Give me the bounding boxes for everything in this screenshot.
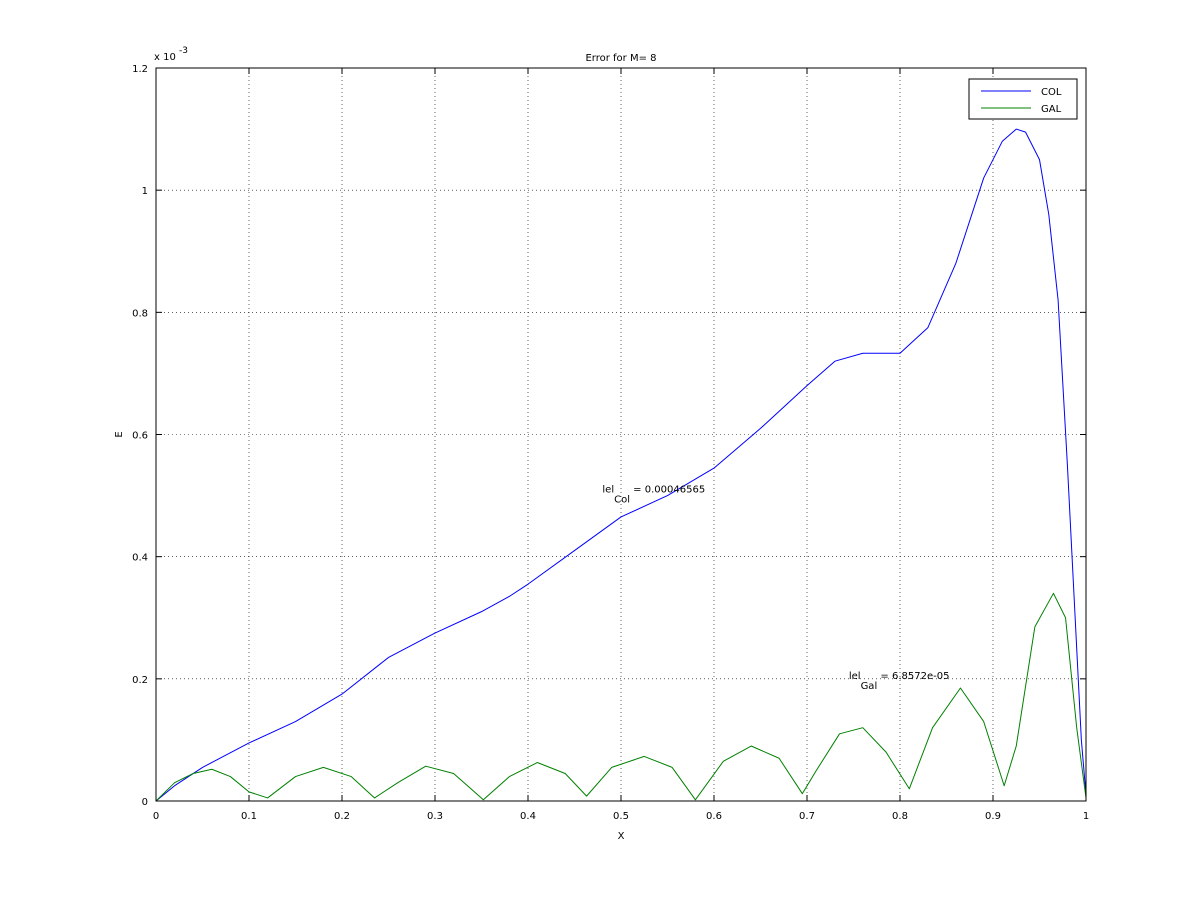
x-axis-label: X: [618, 831, 625, 842]
annotation-prefix: lel: [602, 485, 614, 496]
legend-label-col: COL: [1041, 87, 1062, 98]
annotation-value: = 0.00046565: [630, 485, 705, 496]
chart-title: Error for M= 8: [585, 53, 656, 64]
grid: [156, 68, 1086, 801]
series-line-gal: [155, 592, 1087, 802]
legend-box: [968, 78, 1078, 120]
y-axis-exponent-power: -3: [179, 46, 188, 56]
series-lines: [155, 128, 1087, 802]
series-line-col: [155, 128, 1087, 802]
x-tick-label: 0.7: [799, 811, 815, 822]
y-tick-label: 0.8: [132, 308, 148, 319]
axis-ticks: [155, 67, 1087, 802]
y-axis-exponent: x 10 -3: [154, 46, 188, 63]
annotation-prefix: lel: [849, 671, 861, 682]
x-tick-label: 0: [153, 811, 159, 822]
error-norm-annotation: lelGal = 6.8572e-05: [849, 671, 950, 692]
y-tick-label: 1.2: [132, 64, 148, 75]
y-tick-labels: 0 0.2 0.4 0.6 0.8 1 1.2: [132, 64, 148, 808]
annotation-value: = 6.8572e-05: [877, 671, 949, 682]
x-tick-label: 0.8: [892, 811, 908, 822]
y-tick-label: 0.2: [132, 675, 148, 686]
y-axis-exponent-base: x 10: [154, 52, 176, 63]
x-tick-labels: 0 0.1 0.2 0.3 0.4 0.5 0.6 0.7 0.8 0.9 1: [153, 811, 1089, 822]
x-tick-label: 0.1: [241, 811, 257, 822]
y-axis-label: E: [114, 431, 125, 437]
x-tick-label: 0.4: [520, 811, 536, 822]
y-tick-label: 0: [142, 797, 148, 808]
error-norm-annotation: lelCol = 0.00046565: [602, 485, 705, 506]
y-tick-label: 0.6: [132, 431, 148, 442]
annotation-subscript: Gal: [861, 681, 878, 692]
legend-label-gal: GAL: [1041, 104, 1062, 115]
y-tick-label: 0.4: [132, 553, 148, 564]
x-tick-label: 1: [1083, 811, 1089, 822]
legend: COL GAL: [968, 78, 1078, 120]
x-tick-label: 0.5: [613, 811, 629, 822]
annotation-subscript: Col: [614, 495, 630, 506]
x-tick-label: 0.9: [985, 811, 1001, 822]
x-tick-label: 0.2: [334, 811, 350, 822]
x-tick-label: 0.3: [427, 811, 443, 822]
y-tick-label: 1: [142, 186, 148, 197]
x-tick-label: 0.6: [706, 811, 722, 822]
